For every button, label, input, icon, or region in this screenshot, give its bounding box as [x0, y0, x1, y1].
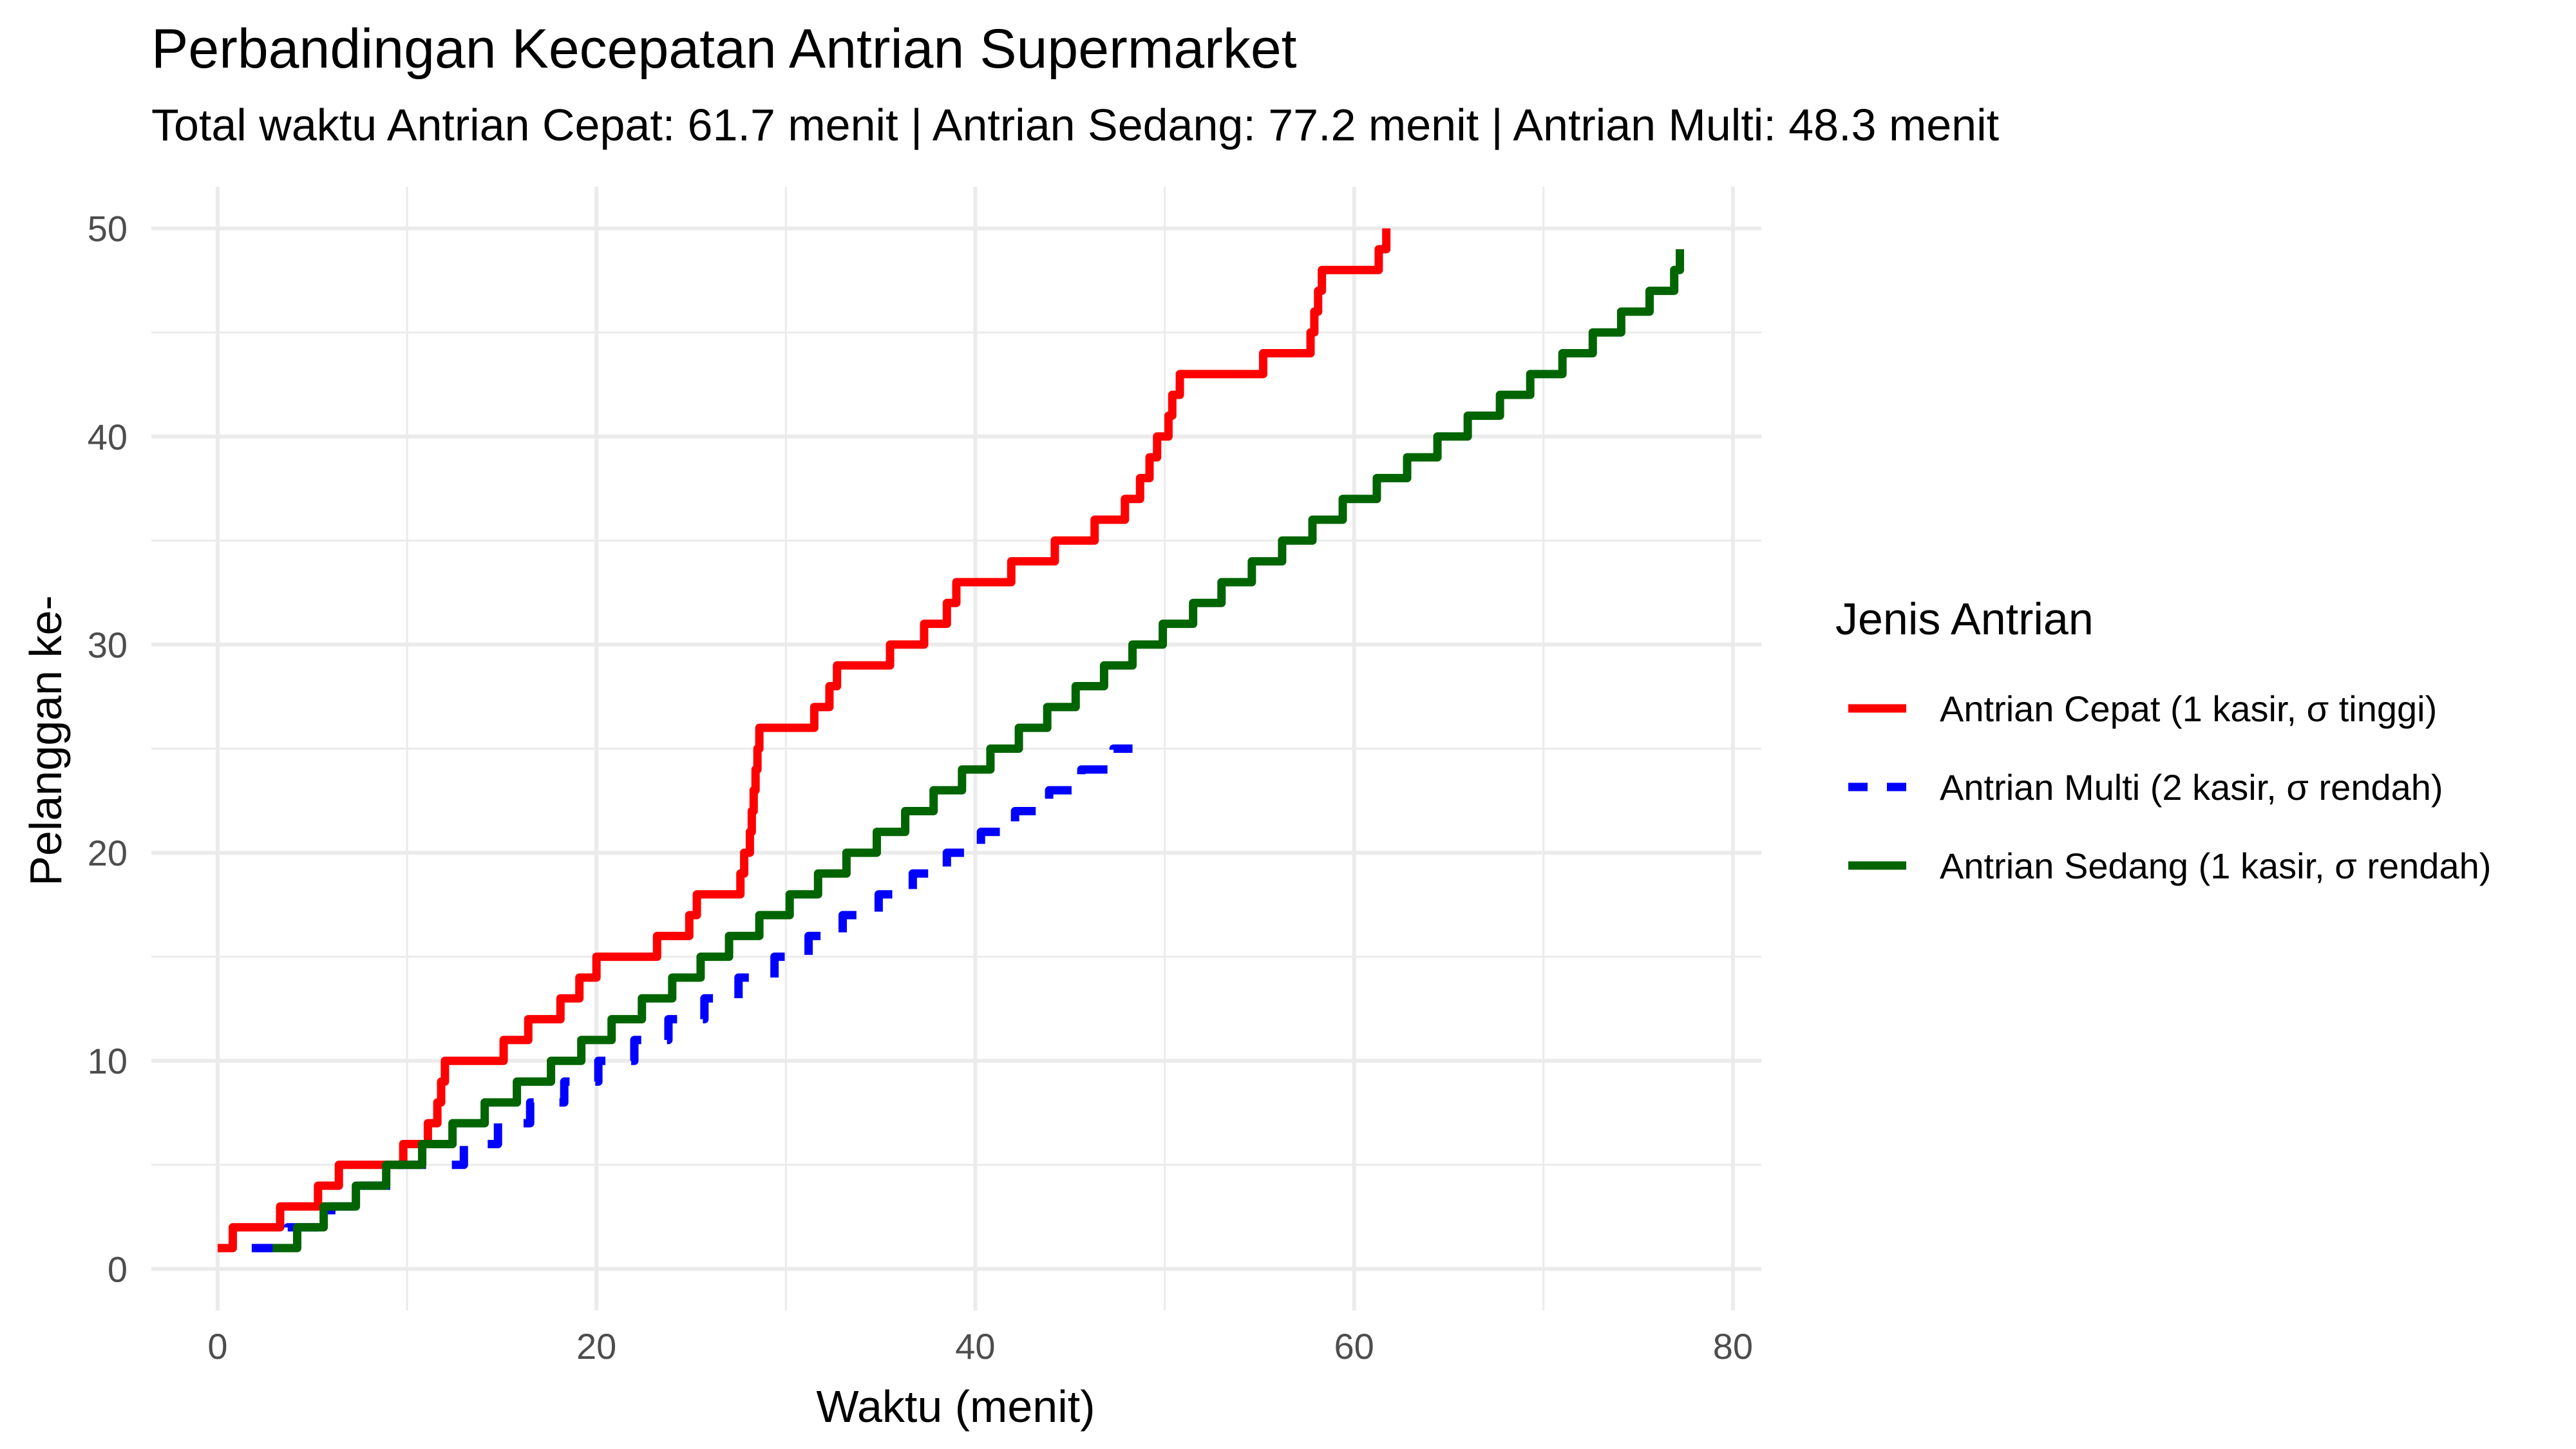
y-tick-label: 10	[88, 1041, 128, 1081]
chart-subtitle: Total waktu Antrian Cepat: 61.7 menit | …	[151, 100, 1999, 150]
legend-label-2: Antrian Multi (2 kasir, σ rendah)	[1940, 767, 2443, 808]
x-tick-label: 0	[207, 1326, 227, 1367]
legend-label-3: Antrian Sedang (1 kasir, σ rendah)	[1940, 846, 2491, 886]
x-tick-label: 60	[1334, 1326, 1374, 1367]
legend: Jenis Antrian Antrian Cepat (1 kasir, σ …	[1835, 594, 2491, 886]
x-tick-label: 80	[1713, 1326, 1753, 1367]
x-tick-labels: 0 20 40 60 80	[207, 1326, 1753, 1367]
y-tick-label: 40	[88, 417, 128, 457]
legend-title: Jenis Antrian	[1835, 594, 2094, 644]
y-tick-labels: 0 10 20 30 40 50	[88, 209, 128, 1290]
series-group	[217, 228, 1685, 1253]
series-line-3	[272, 249, 1685, 1253]
grid	[151, 187, 1761, 1311]
series-line-1	[217, 228, 1391, 1253]
y-tick-label: 50	[88, 209, 128, 249]
chart-title: Perbandingan Kecepatan Antrian Supermark…	[151, 18, 1297, 80]
x-tick-label: 40	[955, 1326, 995, 1367]
y-tick-label: 20	[88, 833, 128, 873]
x-tick-label: 20	[576, 1326, 616, 1367]
x-axis-title: Waktu (menit)	[816, 1381, 1095, 1432]
y-tick-label: 0	[108, 1249, 128, 1289]
y-axis-title: Pelanggan ke-	[21, 595, 71, 886]
legend-label-1: Antrian Cepat (1 kasir, σ tinggi)	[1940, 688, 2437, 729]
y-tick-label: 30	[88, 625, 128, 665]
